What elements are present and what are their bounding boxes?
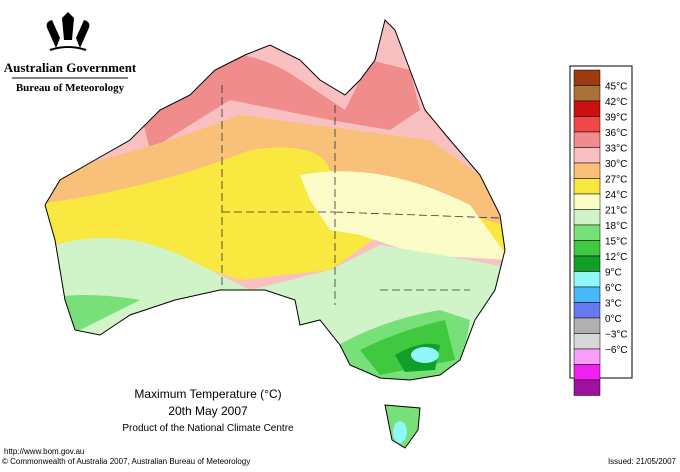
legend-label: 21°C <box>605 206 627 217</box>
legend-swatch <box>573 348 601 365</box>
map-date: 20th May 2007 <box>168 404 248 418</box>
legend-label: 27°C <box>605 175 627 186</box>
legend-label: 0°C <box>605 314 622 325</box>
legend-swatch <box>573 85 601 102</box>
legend-label: 39°C <box>605 113 627 124</box>
legend-swatch <box>573 162 601 179</box>
legend-swatch <box>573 100 601 117</box>
legend-swatch <box>573 224 601 241</box>
map-product: Product of the National Climate Centre <box>122 423 294 434</box>
map-title: Maximum Temperature (°C) <box>134 387 281 401</box>
legend-swatch <box>573 271 601 288</box>
legend-swatch <box>573 209 601 226</box>
legend-label: 30°C <box>605 159 627 170</box>
legend-label: 6°C <box>605 283 622 294</box>
bureau-name: Bureau of Meteorology <box>16 82 125 94</box>
footer-copyright: © Commonwealth of Australia 2007, Austra… <box>2 457 250 466</box>
legend-swatch <box>573 131 601 148</box>
legend-swatch <box>573 69 601 86</box>
footer-issued: Issued: 21/05/2007 <box>608 457 677 466</box>
legend-label: 36°C <box>605 128 627 139</box>
legend-swatch <box>573 364 601 381</box>
legend-label: −6°C <box>605 345 628 356</box>
legend-swatch <box>573 302 601 319</box>
legend-label: 33°C <box>605 144 627 155</box>
legend-swatch <box>573 147 601 164</box>
legend-swatch <box>573 333 601 350</box>
legend-swatch <box>573 379 601 396</box>
legend-swatch <box>573 255 601 272</box>
legend-label: 3°C <box>605 299 622 310</box>
legend-label: 9°C <box>605 268 622 279</box>
legend-label: 12°C <box>605 252 627 263</box>
legend-swatch <box>573 286 601 303</box>
state-borders <box>221 85 501 305</box>
coastline <box>44 19 506 449</box>
logo <box>46 12 90 51</box>
legend-swatch <box>573 178 601 195</box>
legend-label: 42°C <box>605 97 627 108</box>
legend: 45°C 42°C 39°C 36°C 33°C 30°C 27°C 24°C 21°C 18°C… <box>569 65 633 396</box>
legend-label: 18°C <box>605 221 627 232</box>
legend-swatch <box>573 116 601 133</box>
legend-label: 45°C <box>605 82 627 93</box>
legend-label: 24°C <box>605 190 627 201</box>
legend-swatch <box>573 193 601 210</box>
legend-swatch <box>573 240 601 257</box>
agency-name: Australian Government <box>4 60 137 75</box>
legend-label: 15°C <box>605 237 627 248</box>
legend-label: −3°C <box>605 330 628 341</box>
legend-swatch <box>573 317 601 334</box>
footer-url: http://www.bom.gov.au <box>4 447 84 456</box>
